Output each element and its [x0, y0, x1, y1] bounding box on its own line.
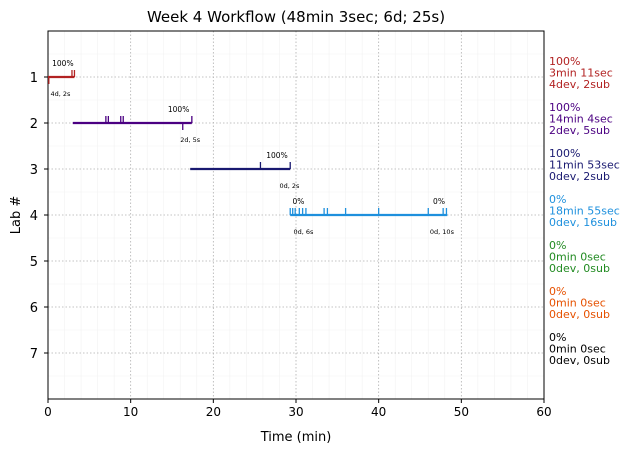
lab-summary-line: 4dev, 2sub	[549, 78, 610, 91]
dev-sub-count-label: 0d, 10s	[430, 228, 455, 236]
lab-summary-line: 0%	[549, 239, 566, 252]
y-tick-label: 2	[30, 117, 38, 132]
lab-summary-line: 100%	[549, 101, 580, 114]
completion-pct-label: 100%	[52, 59, 73, 68]
y-tick-label: 5	[30, 255, 38, 270]
completion-pct-label: 100%	[266, 151, 287, 160]
x-tick-label: 10	[123, 405, 138, 419]
x-tick-label: 60	[536, 405, 551, 419]
lab-summary-line: 0min 0sec	[549, 251, 606, 264]
dev-sub-count-label: 2d, 5s	[180, 136, 201, 144]
lab-summary-line: 2dev, 5sub	[549, 124, 610, 137]
lab-summary-line: 100%	[549, 55, 580, 68]
lab-summary-line: 14min 4sec	[549, 113, 613, 126]
lab-summary-line: 0dev, 2sub	[549, 170, 610, 183]
x-tick-label: 30	[288, 405, 303, 419]
y-tick-label: 6	[30, 301, 38, 316]
y-tick-label: 3	[30, 163, 38, 178]
lab-summary-line: 100%	[549, 147, 580, 160]
lab-summary-line: 0dev, 16sub	[549, 216, 617, 229]
y-tick-label: 4	[30, 209, 38, 224]
x-tick-label: 0	[44, 405, 52, 419]
lab-summary-line: 0%	[549, 285, 566, 298]
lab-summary-line: 11min 53sec	[549, 159, 620, 172]
completion-pct-label: 100%	[168, 105, 189, 114]
x-axis-label: Time (min)	[260, 430, 332, 445]
x-tick-label: 20	[206, 405, 221, 419]
lab-summary-line: 0dev, 0sub	[549, 354, 610, 367]
dev-sub-count-label: 0d, 6s	[294, 228, 315, 236]
lab-summary-line: 3min 11sec	[549, 67, 613, 80]
lab-summary-line: 0min 0sec	[549, 343, 606, 356]
lab-summary-line: 18min 55sec	[549, 205, 620, 218]
y-tick-label: 7	[30, 347, 38, 362]
completion-pct-label: 0%	[433, 197, 445, 206]
x-tick-label: 50	[454, 405, 469, 419]
lab-summary-line: 0%	[549, 331, 566, 344]
completion-pct-label: 0%	[293, 197, 305, 206]
lab-summary-line: 0min 0sec	[549, 297, 606, 310]
lab-summary-line: 0dev, 0sub	[549, 262, 610, 275]
y-axis-label: Lab #	[9, 196, 24, 235]
x-tick-label: 40	[371, 405, 386, 419]
dev-sub-count-label: 0d, 2s	[279, 182, 300, 190]
y-tick-label: 1	[30, 71, 38, 86]
lab-summary-line: 0dev, 0sub	[549, 308, 610, 321]
lab-summary-line: 0%	[549, 193, 566, 206]
chart-title: Week 4 Workflow (48min 3sec; 6d; 25s)	[147, 8, 445, 26]
dev-sub-count-label: 4d, 2s	[50, 90, 71, 98]
